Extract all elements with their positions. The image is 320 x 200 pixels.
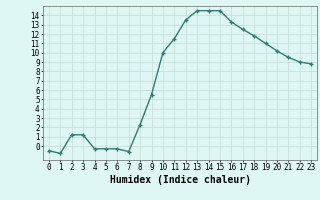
X-axis label: Humidex (Indice chaleur): Humidex (Indice chaleur) [109, 175, 251, 185]
